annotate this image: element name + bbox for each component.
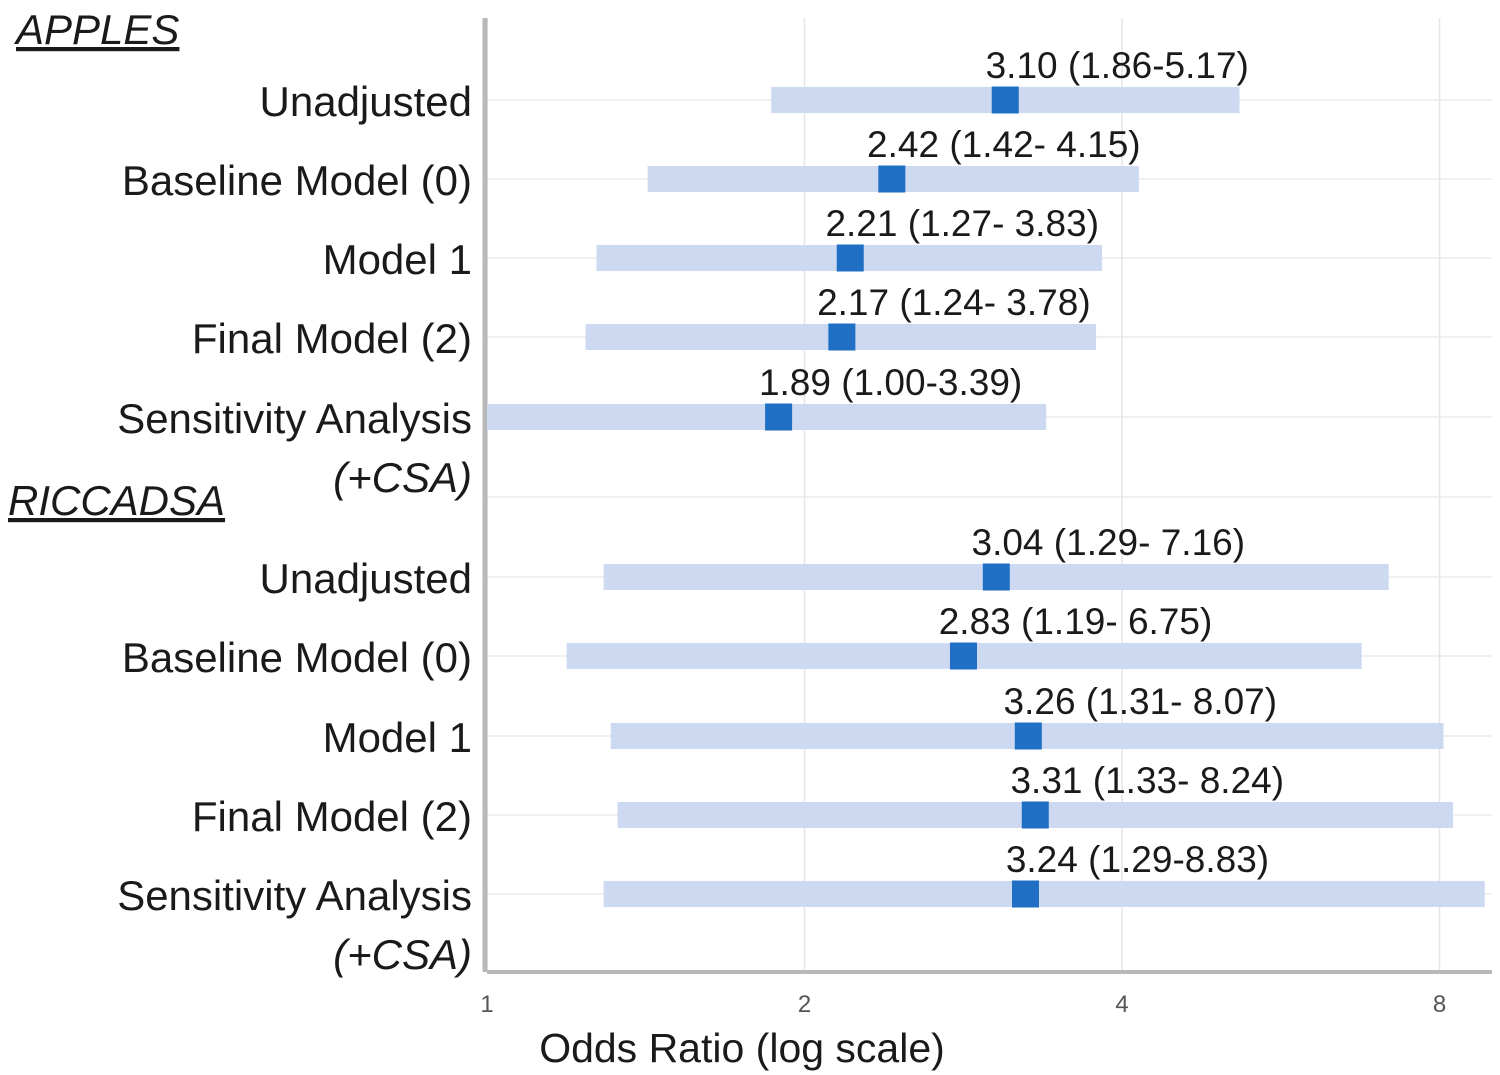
g1-row1-label: Baseline Model (0)	[122, 634, 472, 681]
x-tick-label-1: 1	[480, 991, 493, 1018]
g1-row4-sublabel: (+CSA)	[333, 931, 472, 978]
g1-row0-point-estimate	[982, 563, 1010, 591]
g1-row3-point-estimate	[1021, 801, 1049, 829]
g0-row1-point-estimate	[878, 165, 906, 193]
g0-row3-estimate-label: 2.17 (1.24- 3.78)	[817, 282, 1091, 323]
x-axis-title: Odds Ratio (log scale)	[539, 1025, 945, 1071]
g0-row0-label: Unadjusted	[260, 78, 472, 125]
group-title-apples: APPLES	[13, 6, 179, 53]
x-tick-label-4: 4	[1115, 991, 1128, 1018]
g0-row0-point-estimate	[991, 86, 1019, 114]
g1-row3-estimate-label: 3.31 (1.33- 8.24)	[1010, 760, 1284, 801]
g1-row4-estimate-label: 3.24 (1.29-8.83)	[1006, 839, 1269, 880]
g0-row2-estimate-label: 2.21 (1.27- 3.83)	[825, 203, 1099, 244]
g1-row4-label: Sensitivity Analysis	[117, 872, 472, 919]
group-title-riccadsa: RICCADSA	[8, 477, 225, 524]
g1-row0-estimate-label: 3.04 (1.29- 7.16)	[972, 522, 1246, 563]
g1-row4-point-estimate	[1011, 880, 1039, 908]
g0-row4-sublabel: (+CSA)	[333, 454, 472, 501]
g0-row3-point-estimate	[828, 323, 856, 351]
x-tick-label-8: 8	[1433, 991, 1446, 1018]
g1-row4-ci-bar	[603, 881, 1485, 907]
g1-row2-label: Model 1	[323, 714, 472, 761]
g1-row2-point-estimate	[1014, 722, 1042, 750]
g1-row1-estimate-label: 2.83 (1.19- 6.75)	[939, 601, 1213, 642]
g1-row3-label: Final Model (2)	[192, 793, 472, 840]
g1-row1-point-estimate	[950, 642, 978, 670]
g0-row4-label: Sensitivity Analysis	[117, 395, 472, 442]
g0-row4-estimate-label: 1.89 (1.00-3.39)	[759, 362, 1022, 403]
g1-row2-estimate-label: 3.26 (1.31- 8.07)	[1004, 681, 1278, 722]
g0-row3-label: Final Model (2)	[192, 315, 472, 362]
g0-row4-point-estimate	[765, 403, 793, 431]
g1-row0-label: Unadjusted	[260, 555, 472, 602]
g0-row2-point-estimate	[836, 244, 864, 272]
g0-row2-label: Model 1	[323, 236, 472, 283]
g0-row0-estimate-label: 3.10 (1.86-5.17)	[986, 45, 1249, 86]
g0-row1-label: Baseline Model (0)	[122, 157, 472, 204]
x-tick-label-2: 2	[798, 991, 811, 1018]
g0-row1-estimate-label: 2.42 (1.42- 4.15)	[867, 124, 1141, 165]
